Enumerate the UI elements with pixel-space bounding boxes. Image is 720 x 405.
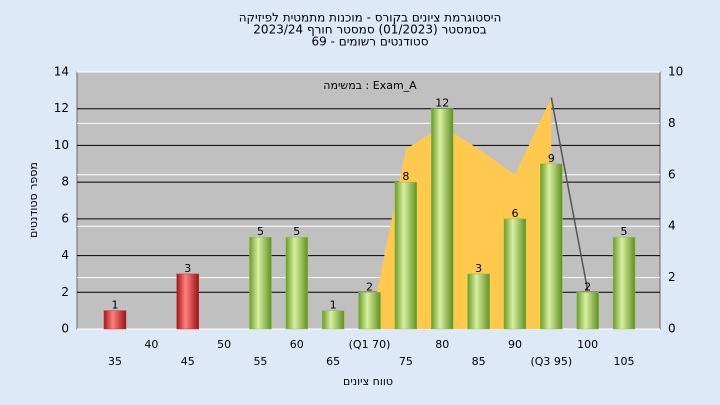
x-tick-label: 85 [472,355,486,368]
bar [612,236,636,330]
x-tick-label: 45 [181,355,195,368]
title-line: סטודנטים רשומים - 69 [311,35,428,49]
y2-tick-label: 8 [668,116,676,130]
value-label: 12 [435,97,449,110]
bar [430,108,454,330]
value-label: 3 [184,262,191,275]
plot-area [76,71,661,330]
y2-tick-label: 4 [668,219,676,233]
x-tick-label: 100 [577,338,598,351]
title-line: בסמסטר (01/2023) סמסטר חורף 2023/24 [253,23,486,37]
y-axis-label: מספר סטודנטים [27,162,40,238]
bar [103,310,127,330]
y2-tick-label: 2 [668,270,676,284]
value-label: 2 [584,280,591,293]
x-tick-label: 90 [508,338,522,351]
value-label: 8 [402,170,409,183]
y-tick-label: 14 [54,65,69,79]
value-label: 1 [112,299,119,312]
bar [540,163,563,330]
x-tick-label: 80 [435,338,449,351]
x-axis-label: טווח ציונים [343,375,393,388]
title-line: היסטוגרמת ציונים בקורס - מוכנות מתמטית ל… [239,11,502,25]
bar [285,236,309,330]
bar [576,292,599,330]
y-tick-label: 2 [61,285,69,299]
bar [503,218,527,330]
x-tick-label: 55 [253,355,267,368]
bar [358,292,381,330]
y2-tick-label: 0 [668,322,676,336]
y-tick-label: 8 [61,175,69,189]
x-tick-label: 50 [217,338,231,351]
bar [176,273,199,330]
y-tick-label: 12 [54,101,69,115]
x-tick-label: 40 [144,338,158,351]
y2-tick-label: 10 [668,65,683,79]
value-label: 5 [621,225,628,238]
x-tick-label: 35 [108,355,122,368]
bar [467,273,490,330]
y-tick-label: 6 [61,211,69,225]
bar [249,236,272,330]
x-tick-label: 105 [614,355,635,368]
value-label: 9 [548,152,555,165]
value-label: 3 [475,262,482,275]
x-tick-label: 75 [399,355,413,368]
value-label: 6 [511,207,518,220]
value-label: 1 [330,299,337,312]
bar [394,181,418,330]
annotation: במשימה : Exam_A [323,79,417,92]
value-label: 5 [293,225,300,238]
x-tick-label: (Q1 70) [349,338,391,351]
x-tick-label: 60 [290,338,304,351]
x-tick-label: 65 [326,355,340,368]
y-tick-label: 0 [61,322,69,336]
x-tick-label: (Q3 95) [530,355,572,368]
value-label: 5 [257,225,264,238]
y-tick-label: 10 [54,138,69,152]
y2-tick-label: 6 [668,167,676,181]
line [550,97,589,291]
y-tick-label: 4 [61,248,69,262]
value-label: 2 [366,280,373,293]
bar [321,310,345,330]
